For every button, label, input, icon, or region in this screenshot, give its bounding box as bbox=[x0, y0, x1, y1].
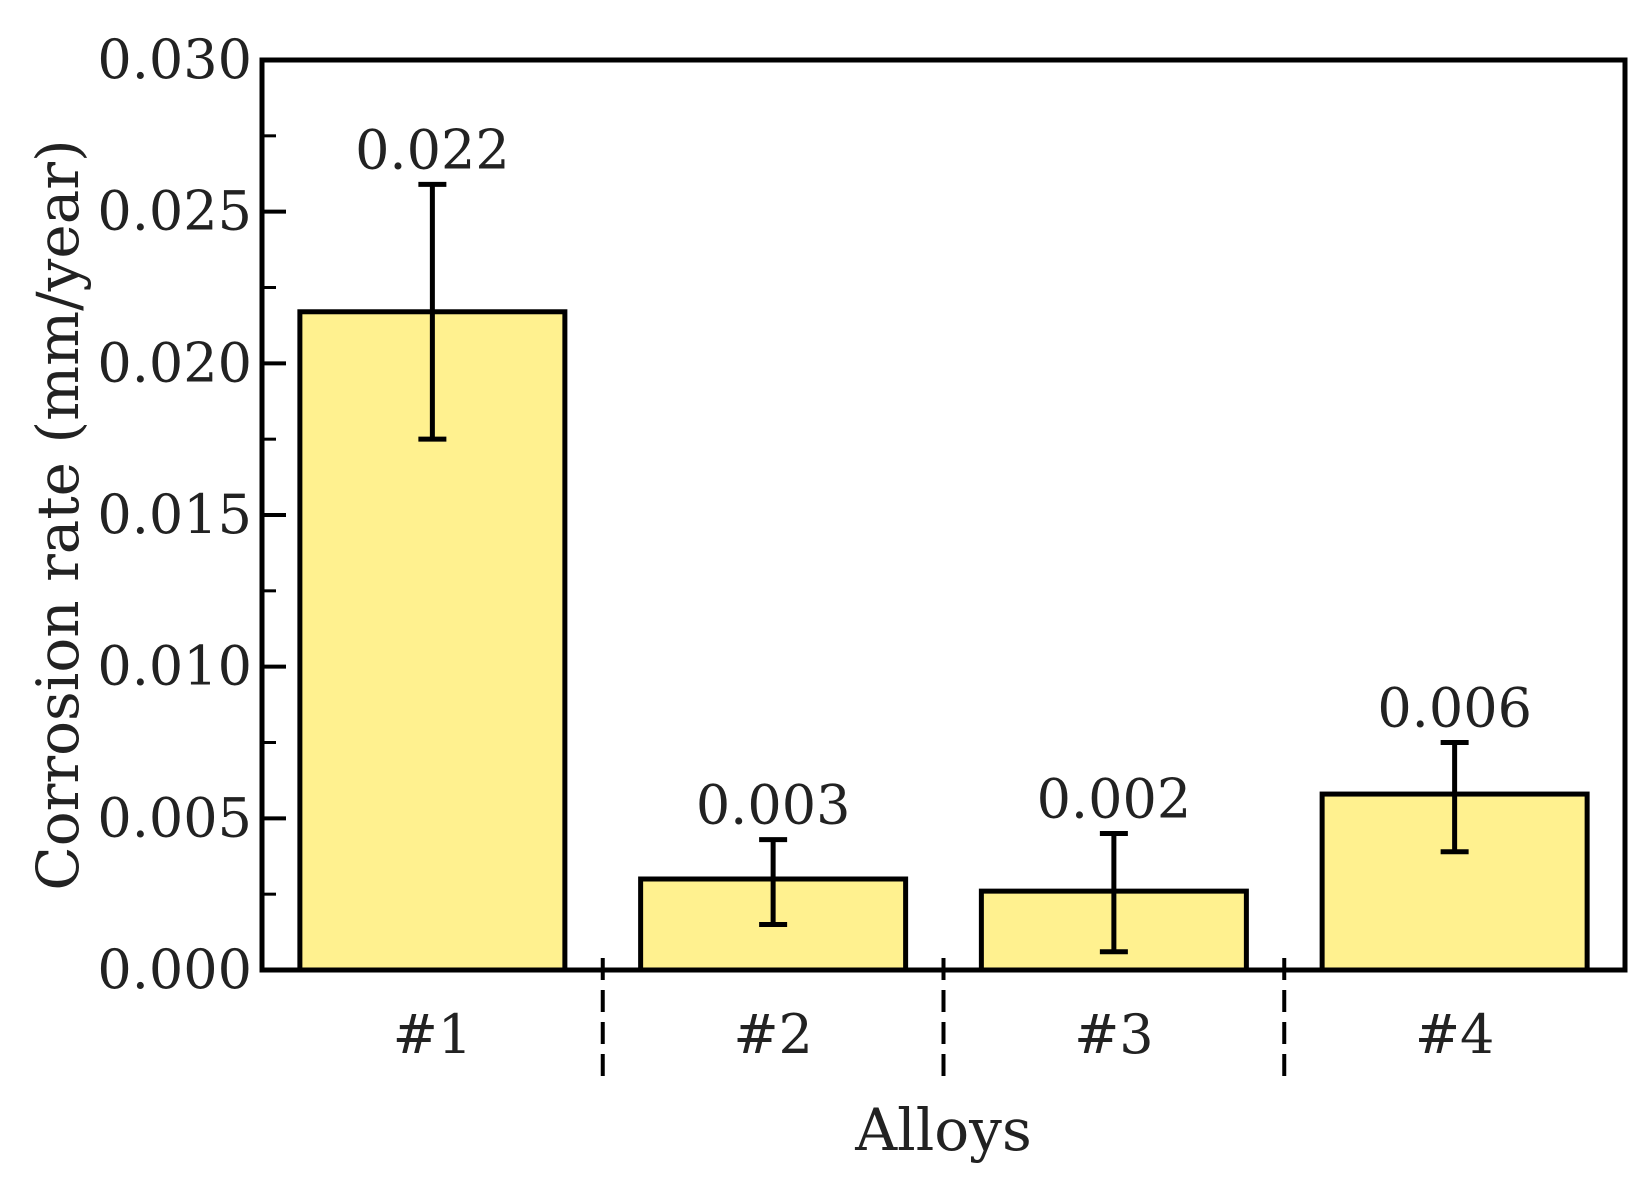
data-label: 0.006 bbox=[1377, 677, 1532, 740]
data-labels: 0.022 0.003 0.002 0.006 bbox=[355, 118, 1532, 836]
data-label: 0.022 bbox=[355, 118, 510, 181]
x-axis-category-labels: #1 #2 #3 #4 bbox=[393, 1003, 1495, 1066]
x-axis-title: Alloys bbox=[854, 1096, 1031, 1164]
plot-frame bbox=[259, 57, 1628, 973]
y-tick-label: 0.020 bbox=[97, 331, 252, 394]
category-dividers bbox=[600, 958, 1287, 1078]
x-tick-label: #1 bbox=[393, 1003, 473, 1066]
bars bbox=[297, 309, 1590, 973]
x-tick-label: #4 bbox=[1415, 1003, 1495, 1066]
y-axis-title: Corrosion rate (mm/year) bbox=[24, 139, 92, 890]
y-tick-label: 0.010 bbox=[97, 635, 252, 698]
data-label: 0.002 bbox=[1037, 768, 1192, 831]
data-label: 0.003 bbox=[696, 774, 851, 837]
x-tick-label: #3 bbox=[1074, 1003, 1154, 1066]
y-axis-ticks: 0.000 0.005 0.010 0.015 0.020 0.025 0.030 bbox=[97, 28, 286, 1001]
y-tick-label: 0.000 bbox=[97, 938, 252, 1001]
y-tick-label: 0.030 bbox=[97, 28, 252, 91]
x-tick-label: #2 bbox=[733, 1003, 813, 1066]
error-bars bbox=[418, 181, 1469, 955]
y-tick-label: 0.025 bbox=[97, 180, 252, 243]
y-tick-label: 0.005 bbox=[97, 786, 252, 849]
y-tick-label: 0.015 bbox=[97, 483, 252, 546]
